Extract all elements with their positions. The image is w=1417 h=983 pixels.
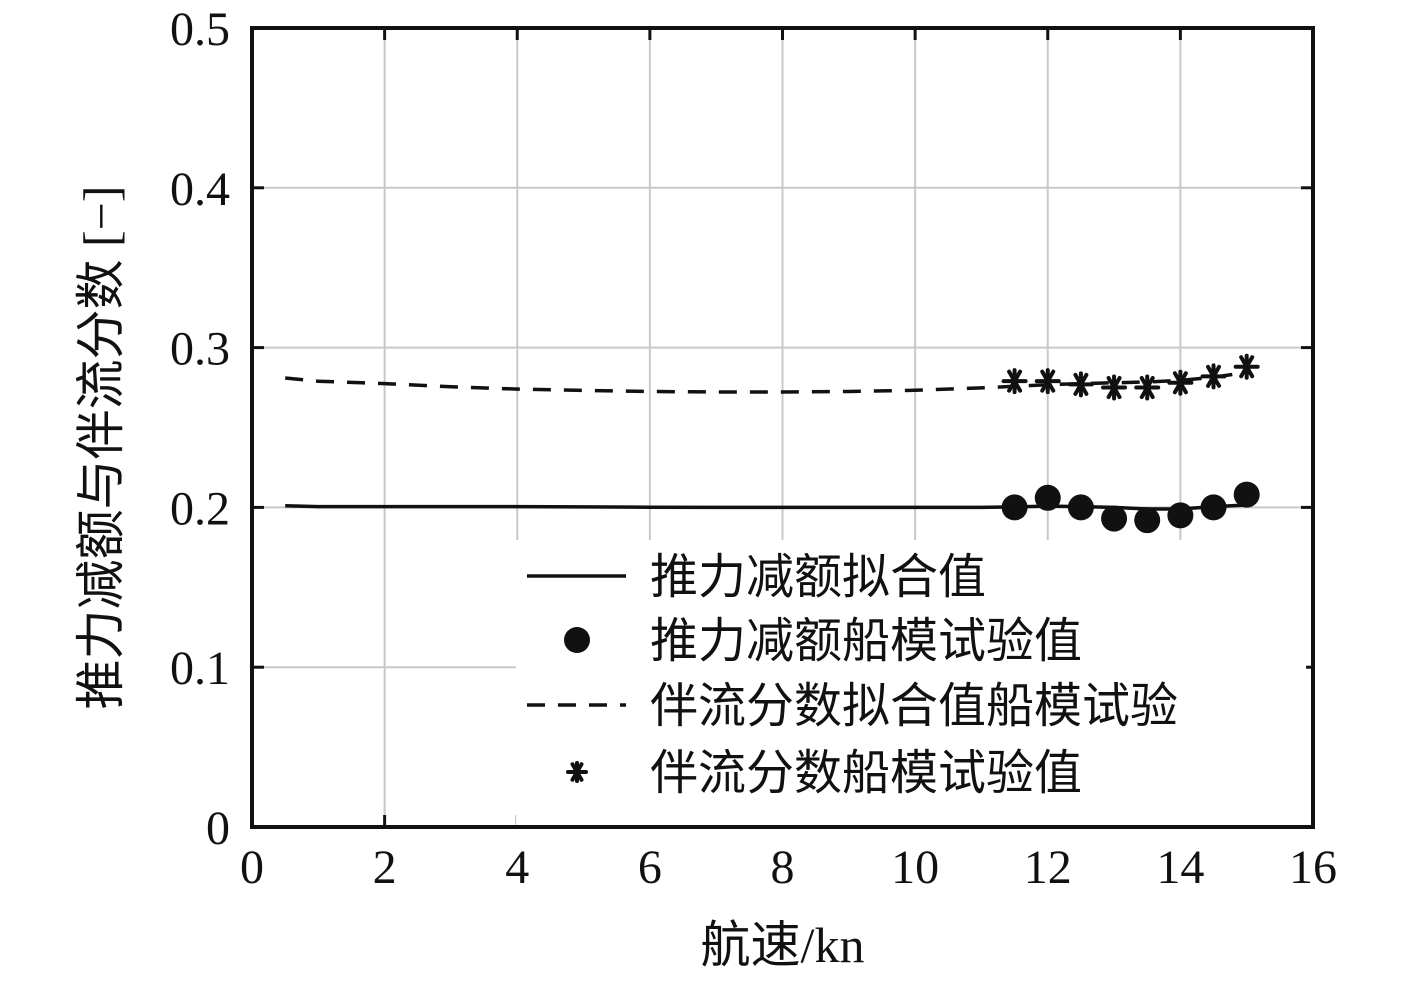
data-point-circle [1034,484,1061,511]
data-point-circle [1067,494,1094,521]
data-point-circle [1200,494,1227,521]
x-tick-label: 14 [1156,841,1204,894]
x-tick-label: 0 [240,841,264,894]
series-2 [285,370,1247,394]
legend-label: 伴流分数拟合值船模试验 [650,680,1178,733]
x-axis-title: 航速/kn [701,917,865,973]
legend-label: 推力减额船模试验值 [650,615,1082,668]
data-point-asterisk [1167,369,1194,396]
legend-asterisk [566,761,588,783]
x-tick-label: 8 [771,841,795,894]
y-tick-labels: 0 0.1 0.2 0.3 0.4 0.5 [170,3,230,855]
y-tick-label: 0.3 [170,323,230,376]
y-tick-label: 0.4 [170,163,230,216]
series-line [285,370,1247,394]
data-point-asterisk [1001,368,1028,395]
y-tick-label: 0.5 [170,3,230,56]
x-tick-label: 16 [1289,841,1337,894]
data-point-circle [1233,481,1260,508]
data-point-asterisk [1233,353,1260,380]
y-tick-label: 0.1 [170,642,230,695]
series-3 [1001,353,1260,401]
data-point-circle [1101,505,1128,532]
data-point-asterisk [1101,374,1128,401]
x-tick-label: 2 [373,841,397,894]
data-point-asterisk [1067,371,1094,398]
legend-symbol [564,627,590,653]
x-tick-labels: 0 2 4 6 8 10 12 14 16 [240,841,1337,894]
y-tick-label: 0 [206,802,230,855]
data-point-circle [1001,494,1028,521]
y-tick-label: 0.2 [170,482,230,535]
data-point-asterisk [1034,368,1061,395]
axis-ticks [250,26,1315,829]
legend-label: 伴流分数船模试验值 [650,747,1082,800]
series-layer [285,353,1260,534]
x-tick-label: 6 [638,841,662,894]
data-point-asterisk [1134,374,1161,401]
y-axis-title: 推力减额与伴流分数 [−] [73,186,129,710]
series-1 [1001,481,1260,534]
x-tick-label: 4 [505,841,529,894]
data-point-circle [1167,502,1194,529]
data-point-circle [1134,507,1161,534]
legend-symbol [566,761,588,783]
data-point-asterisk [1200,363,1227,390]
legend-background [516,540,1306,825]
legend-label: 推力减额拟合值 [650,551,986,604]
x-tick-label: 10 [891,841,939,894]
x-tick-label: 12 [1024,841,1072,894]
